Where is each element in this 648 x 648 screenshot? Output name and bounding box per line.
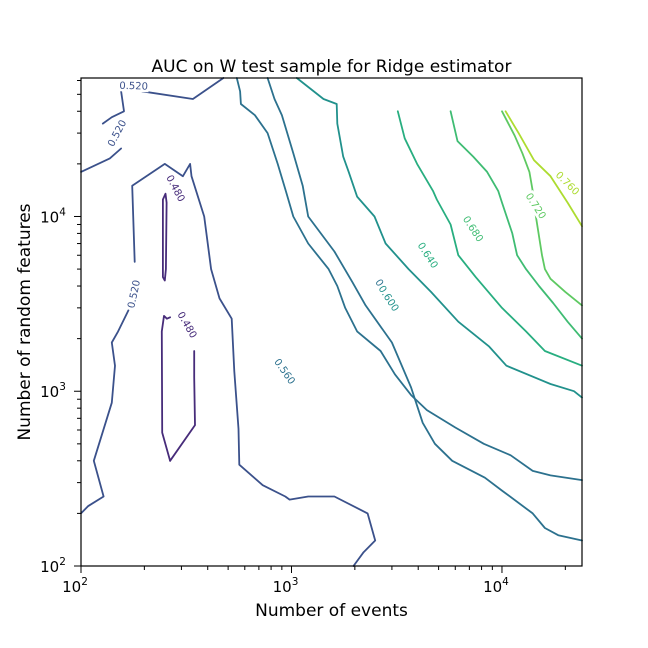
contour-label-0.560: 0.560	[271, 357, 296, 387]
axes: 102 103 104 102 103 104	[40, 79, 566, 596]
contour-label-bg	[118, 79, 149, 93]
contour-label-bg	[552, 168, 583, 199]
contour-line-0.680-0	[449, 110, 583, 340]
contour-label-bg	[163, 172, 189, 205]
y-tick-label: 104	[40, 206, 66, 226]
contour-label-bg	[522, 190, 550, 222]
contour-label-bg	[271, 355, 299, 388]
contour-label-bg	[174, 308, 201, 341]
contour-label-0.480: 0.480	[175, 310, 199, 340]
contour-line-0.480-1	[169, 350, 196, 462]
x-axis-label: Number of events	[255, 601, 408, 621]
y-axis-label: Number of random features	[15, 203, 35, 440]
contour-label-bg	[124, 278, 143, 310]
contour-line-0.640-0	[396, 110, 583, 367]
contour-label-0.520: 0.520	[126, 279, 143, 309]
contour-label-bg	[460, 212, 487, 245]
contour-line-0.480-2	[160, 315, 171, 462]
plot-frame	[80, 77, 583, 567]
y-tick-label: 103	[40, 381, 66, 401]
contour-label-bg	[375, 282, 403, 315]
contour-line-0.480-0	[162, 192, 168, 282]
contour-labels: 0.4800.4800.5200.5200.5200.5600.5600.600…	[104, 79, 583, 388]
contour-line-0.520-0	[80, 147, 122, 173]
contour-line-0.520-1	[101, 90, 125, 125]
contour-label-bg	[104, 117, 130, 150]
contour-line-0.520-4	[131, 163, 377, 567]
contour-label-0.640: 0.640	[415, 241, 440, 271]
y-tick-label: 102	[40, 556, 66, 576]
x-tick-label: 102	[62, 576, 88, 596]
contour-lines	[80, 77, 583, 567]
contour-label-0.520: 0.520	[119, 81, 148, 93]
contour-line-0.520-2	[141, 77, 225, 100]
contour-line-0.520-3	[80, 309, 130, 515]
contour-line-0.560-1	[235, 77, 583, 481]
contour-label-0.680: 0.680	[460, 214, 485, 244]
contour-label-bg	[414, 239, 442, 272]
contour-line-0.760-0	[504, 110, 583, 228]
x-tick-label: 104	[483, 576, 509, 596]
contour-line-0.600-0	[295, 77, 583, 399]
contour-line-0.560-0	[266, 77, 583, 542]
x-tick-label: 103	[273, 576, 299, 596]
chart-title: AUC on W test sample for Ridge estimator	[152, 57, 512, 77]
contour-label-0.520: 0.520	[106, 118, 129, 148]
